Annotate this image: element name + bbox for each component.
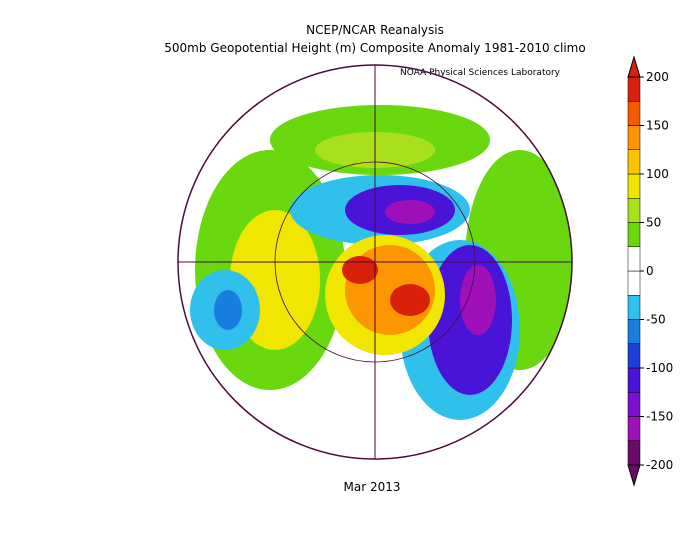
color-step [627,246,641,272]
colorbar-label: -50 [646,313,666,327]
credit: NOAA Physical Sciences Laboratory [400,68,561,78]
color-step [627,173,641,199]
color-step [627,319,641,344]
colorbar-label: -200 [646,458,673,472]
colorbar: -200 -150 -100 -50 0 50 100 150 200 [627,55,673,487]
color-step [627,367,641,393]
color-step [627,125,641,150]
color-step [627,440,641,466]
anomaly-field [190,105,572,420]
colorbar-label: 100 [646,167,669,181]
latitude-circle [274,161,476,363]
color-step [627,392,641,417]
date-label: Mar 2013 [344,480,401,494]
colorbar-label: 0 [646,264,654,278]
color-step [627,198,641,223]
color-step [627,270,641,296]
color-step [627,295,641,320]
color-arrow [627,464,641,487]
color-step [627,101,641,126]
color-step [627,149,641,175]
colorbar-label: 200 [646,70,669,84]
subtitle: 500mb Geopotential Height (m) Composite … [164,41,585,55]
color-step [627,222,641,247]
color-step [627,343,641,369]
colorbar-label: 150 [646,119,669,133]
colorbar-label: -150 [646,410,673,424]
color-arrow [627,55,641,78]
color-step [627,416,641,441]
title: NCEP/NCAR Reanalysis [306,23,444,37]
colorbar-label: 50 [646,216,661,230]
colorbar-label: -100 [646,361,673,375]
color-step [627,76,641,102]
